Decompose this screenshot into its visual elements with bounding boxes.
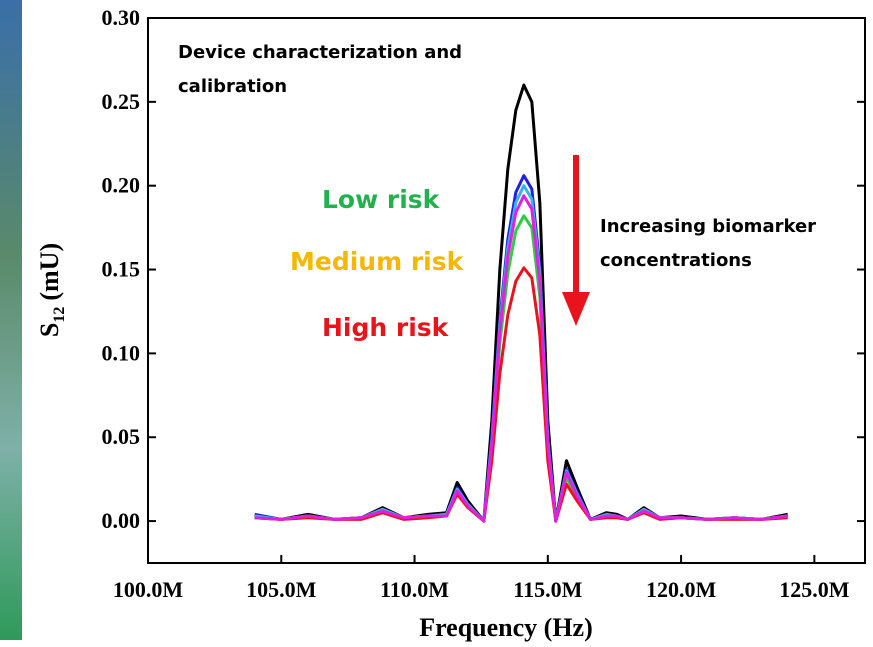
y-label-main: S [35, 323, 64, 337]
plot-frame [147, 17, 866, 564]
x-axis-label: Frequency (Hz) [419, 613, 593, 642]
series-line [254, 266, 788, 523]
annotation: High risk [322, 313, 450, 342]
x-tick-label: 110.0M [380, 577, 449, 602]
annotation: Low risk [322, 185, 441, 214]
y-tick-label: 0.00 [102, 508, 141, 533]
y-label-unit: (mU) [35, 243, 64, 301]
series-line [254, 83, 788, 523]
annotation: Medium risk [290, 247, 465, 276]
x-tick-label: 125.0M [779, 577, 850, 602]
y-tick-label: 0.10 [102, 340, 141, 365]
y-tick-label: 0.20 [102, 173, 141, 198]
annotation: Increasing biomarker [600, 216, 816, 237]
plot-area: 0.00 0.05 0.10 0.15 0.20 0.25 0.30 100.0M 105.0M… [102, 5, 866, 602]
y-tick-label: 0.25 [102, 89, 141, 114]
x-tick-label: 120.0M [646, 577, 717, 602]
annotation: concentrations [600, 250, 752, 271]
x-tick-label: 115.0M [513, 577, 582, 602]
annotation: calibration [178, 76, 287, 97]
annotation: Device characterization and [178, 42, 462, 63]
x-tick-label: 100.0M [113, 577, 184, 602]
y-tick-label: 0.30 [102, 5, 141, 30]
arrow-head [562, 292, 590, 326]
background-photo [0, 0, 22, 640]
x-tick-label: 105.0M [246, 577, 317, 602]
y-axis-label: S12 (mU) [35, 243, 68, 337]
y-tick-label: 0.05 [102, 424, 141, 449]
y-tick-label: 0.15 [102, 257, 141, 282]
series-line [254, 194, 788, 523]
y-label-sub: 12 [51, 307, 68, 323]
